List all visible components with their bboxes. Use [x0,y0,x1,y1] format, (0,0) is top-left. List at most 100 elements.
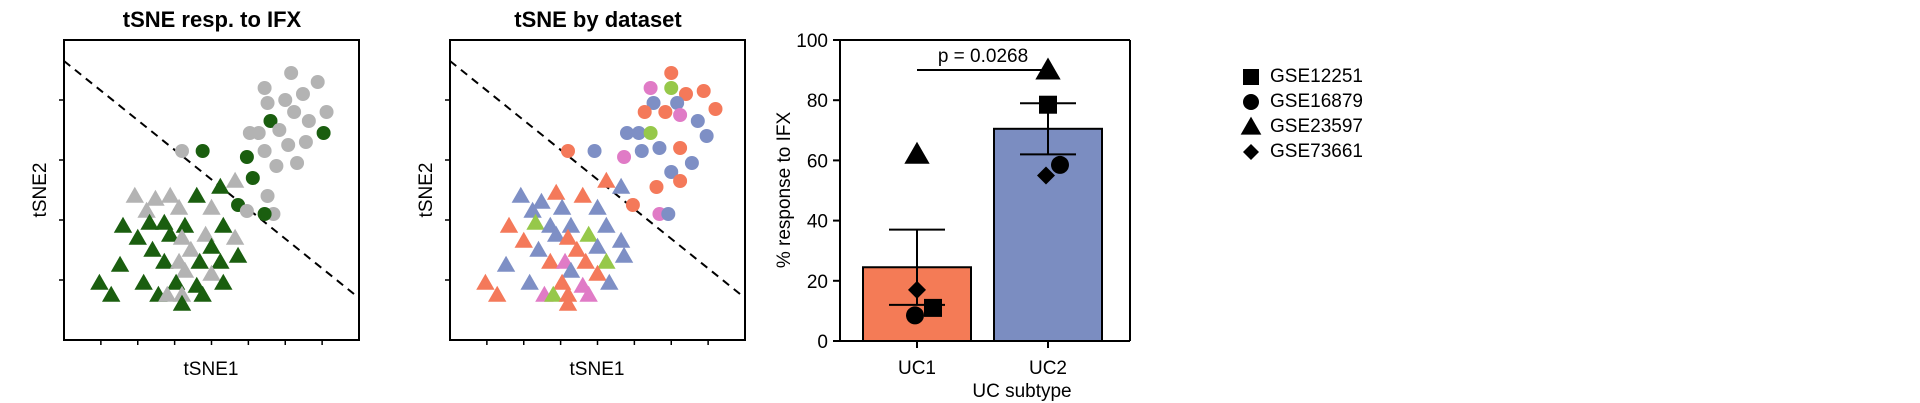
data-point-triangle [158,285,177,302]
triangle-marker-icon [1240,116,1262,135]
data-point-circle [281,138,296,152]
marker-gse16879 [1051,155,1069,174]
data-point-circle [673,108,688,122]
legend-marker [1243,93,1259,110]
data-point-circle [284,66,299,80]
data-point-triangle [547,225,566,242]
data-point-circle [708,102,723,116]
data-point-circle [257,144,272,158]
data-point-circle [699,129,714,143]
x-axis-label: UC subtype [972,381,1071,402]
data-point-triangle [225,228,245,245]
data-point-circle [298,135,313,149]
data-point-triangle [526,213,545,230]
data-point-triangle [579,225,598,242]
data-point-triangle [211,177,230,194]
data-point-circle [301,114,316,128]
y-tick-label: 60 [807,151,828,172]
data-point-triangle [166,273,186,290]
data-point-circle [260,96,275,110]
data-point-triangle [110,255,130,272]
panel-title: tSNE resp. to IFX [123,7,302,32]
x-tick-label: UC2 [1029,358,1067,379]
x-axis-label: tSNE1 [184,359,239,380]
data-point-circle [257,81,272,95]
data-point-triangle [523,201,542,218]
data-point-circle [257,207,272,221]
data-point-circle [664,165,679,179]
data-point-triangle [102,285,121,302]
data-point-circle [661,207,676,221]
data-point-circle [239,204,254,218]
legend-label: GSE73661 [1270,140,1363,162]
data-point-triangle [552,273,572,290]
data-point-triangle [558,294,578,311]
points-layer [476,66,723,311]
data-point-triangle [573,186,592,203]
data-point-circle [251,126,266,140]
data-point-triangle [125,186,144,203]
data-point-circle [625,198,640,212]
data-point-triangle [561,261,581,278]
data-point-circle [319,105,334,119]
legend-marker [1240,116,1262,135]
data-point-triangle [140,213,159,230]
data-point-triangle [137,201,156,218]
legend-item-gse73661: GSE73661 [1240,139,1363,164]
y-axis-label: tSNE2 [30,163,51,218]
data-point-circle [278,93,293,107]
data-point-circle [684,156,699,170]
data-point-triangle [611,177,631,194]
data-point-triangle [113,216,133,233]
data-point-circle [670,96,685,110]
data-point-triangle [202,264,221,281]
data-point-triangle [611,231,631,248]
axis-ticks [445,99,709,345]
data-point-triangle [541,252,560,269]
data-point-triangle [169,198,189,215]
y-tick-label: 20 [807,272,828,293]
y-tick-label: 80 [807,91,828,112]
marker-gse16879 [906,306,924,325]
data-point-circle [310,75,325,89]
x-axis-label: tSNE1 [570,359,625,380]
data-point-circle [620,126,634,140]
significance-bracket: p = 0.0268 [917,46,1048,71]
data-point-triangle [134,273,153,290]
marker-gse23597 [904,141,930,164]
y-ticks: 0 20 40 60 80 100 [796,31,840,353]
data-point-circle [195,144,210,158]
legend-label: GSE16879 [1270,90,1363,112]
legend-marker [1243,143,1259,160]
panel-title: tSNE by dataset [514,7,682,32]
diamond-marker-icon [1243,143,1259,160]
data-point-triangle [476,273,495,290]
y-tick-label: 0 [817,332,828,353]
square-marker-icon [1243,68,1259,85]
data-point-triangle [155,252,174,269]
marker-gse73661 [1037,166,1055,185]
data-point-circle [637,105,652,119]
legend-item-gse23597: GSE23597 [1240,114,1363,139]
data-point-triangle [588,237,607,254]
data-point-circle [690,114,705,128]
data-point-triangle [488,285,507,302]
data-point-triangle [187,186,206,203]
panel-tsne-response: tSNE resp. to IFX tSNE1 tSNE2 [30,7,360,380]
data-point-triangle [172,294,192,311]
data-point-circle [652,141,667,155]
data-point-triangle [558,228,578,245]
data-point-circle [658,105,673,119]
data-point-triangle [558,285,578,302]
data-point-triangle [214,273,233,290]
p-value-label: p = 0.0268 [938,46,1028,67]
data-point-triangle [202,198,221,215]
data-point-triangle [161,225,180,242]
data-point-circle [643,81,658,95]
dashed-separator-line [63,60,360,299]
legend-item-gse12251: GSE12251 [1240,64,1363,89]
points-layer [90,66,334,311]
data-point-circle [634,144,649,158]
data-point-circle [587,144,602,158]
